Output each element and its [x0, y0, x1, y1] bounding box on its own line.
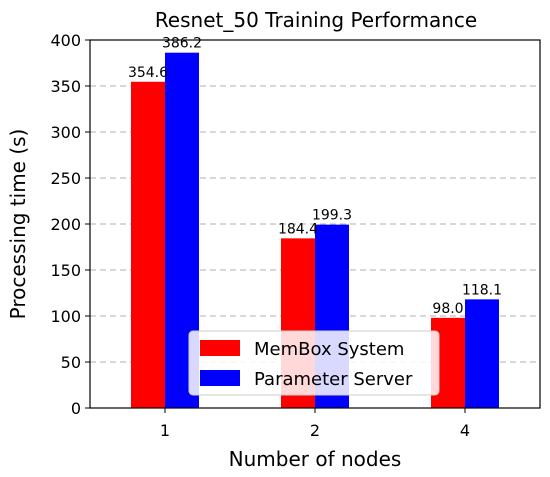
y-tick-label: 0	[71, 399, 81, 418]
y-tick-label: 300	[50, 123, 81, 142]
bar-value-label: 386.2	[162, 36, 202, 52]
y-tick-label: 50	[61, 353, 81, 372]
y-axis-label: Processing time (s)	[6, 129, 30, 320]
bar-value-label: 354.6	[128, 65, 168, 81]
legend-label-parameter-server: Parameter Server	[254, 369, 413, 390]
legend-swatch-membox	[200, 340, 240, 356]
y-tick-label: 250	[50, 169, 81, 188]
legend-swatch-parameter-server	[200, 370, 240, 386]
x-tick-label: 4	[460, 421, 470, 440]
bar-value-label: 184.4	[278, 221, 318, 237]
bar-value-label: 98.0	[432, 301, 463, 317]
x-axis-label: Number of nodes	[229, 447, 402, 471]
chart-title: Resnet_50 Training Performance	[155, 8, 477, 32]
y-tick-label: 350	[50, 77, 81, 96]
legend: MemBox System Parameter Server	[188, 330, 440, 396]
y-tick-label: 400	[50, 31, 81, 50]
bar-membox-system	[131, 81, 165, 408]
bar-value-label: 118.1	[462, 282, 502, 298]
x-tick-label: 1	[160, 421, 170, 440]
y-tick-label: 200	[50, 215, 81, 234]
legend-box	[188, 330, 440, 396]
y-tick-label: 100	[50, 307, 81, 326]
bar-parameter-server	[465, 299, 499, 408]
y-axis-ticks: 0 50 100 150 200 250 300 350 400	[50, 31, 90, 418]
legend-label-membox: MemBox System	[254, 339, 404, 360]
x-tick-label: 2	[310, 421, 320, 440]
y-tick-label: 150	[50, 261, 81, 280]
bar-value-label: 199.3	[312, 208, 352, 224]
x-axis-ticks: 1 2 4	[160, 408, 470, 440]
